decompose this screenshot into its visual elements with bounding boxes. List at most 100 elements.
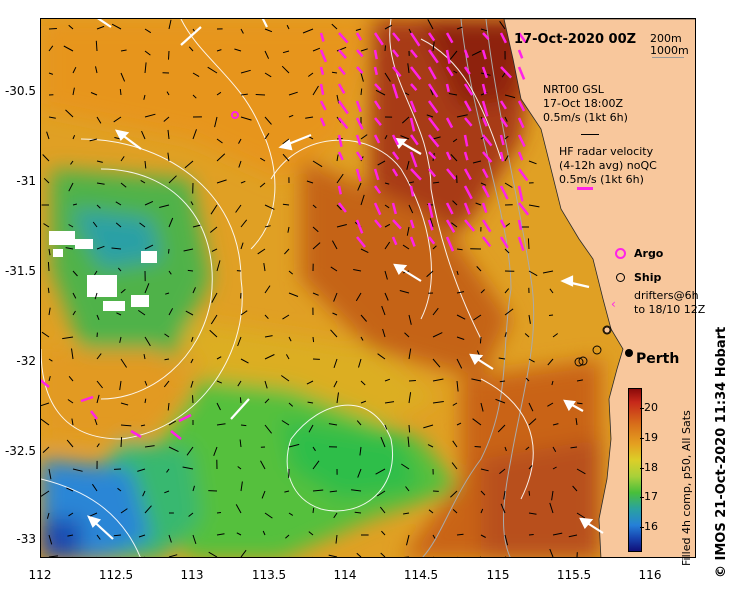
hf-vector [319, 117, 326, 127]
hf-vector [409, 32, 421, 47]
gsl-vector [72, 292, 77, 299]
gsl-vector [336, 224, 347, 228]
hf-vector [445, 219, 456, 233]
hf-vector [356, 49, 364, 58]
gsl-vector [576, 402, 583, 405]
gsl-vector [308, 72, 314, 77]
gsl-vector [68, 375, 74, 382]
gsl-vector [192, 556, 193, 557]
gsl-vector [404, 332, 410, 338]
gsl-vector [72, 468, 83, 472]
hf-vector [517, 117, 525, 129]
gsl-vector [94, 292, 98, 300]
gsl-vector [306, 380, 314, 385]
hf-vector [463, 100, 472, 112]
gsl-vector [237, 380, 242, 387]
gsl-vector [48, 555, 59, 557]
gsl-vector [384, 401, 395, 404]
gsl-vector [210, 314, 218, 325]
gsl-vector [187, 269, 194, 272]
gsl-vector [528, 270, 538, 277]
gsl-vector [547, 402, 554, 407]
bathymetry-contours [422, 19, 535, 557]
gsl-vector [120, 156, 125, 162]
gsl-vector [312, 160, 323, 168]
gsl-vector [474, 446, 482, 448]
gsl-vector [381, 530, 386, 536]
gsl-vector [312, 446, 316, 452]
hf-vector [373, 49, 378, 60]
hf-vector [464, 117, 473, 127]
gsl-vector [384, 223, 391, 228]
gsl-vector [528, 418, 537, 426]
gsl-vector [282, 50, 290, 54]
gsl-vector [192, 94, 197, 99]
gsl-vector [65, 247, 74, 250]
gsl-vector [264, 225, 271, 228]
hf-vector [445, 83, 450, 93]
hf-vector [445, 202, 454, 215]
gsl-vector [71, 418, 74, 426]
gsl-vector [328, 423, 338, 426]
gsl-vector [384, 241, 391, 250]
gsl-vector [240, 93, 248, 96]
gsl-vector [96, 353, 102, 360]
gsl-vector [504, 288, 510, 294]
x-tick: 114.5 [403, 568, 439, 582]
gsl-vector [432, 358, 441, 368]
gsl-legend-line: 0.5m/s (1kt 6h) [543, 111, 628, 124]
hf-legend-line: (4-12h avg) noQC [559, 159, 657, 172]
gsl-vector [48, 45, 54, 52]
gsl-vector [164, 490, 170, 494]
gsl-vector [480, 508, 484, 514]
gsl-vector [282, 314, 290, 320]
hf-vector [517, 151, 524, 161]
gsl-vector [119, 88, 122, 96]
gsl-vector [360, 336, 364, 341]
hf-vector [374, 83, 382, 91]
drifter-track [130, 429, 142, 439]
gsl-vector [399, 290, 410, 294]
hf-vector [355, 151, 364, 161]
gsl-vector [48, 28, 57, 30]
gsl-vector [402, 244, 410, 250]
gsl-legend-line: 17-Oct 18:00Z [543, 97, 624, 110]
gsl-vector [240, 358, 249, 364]
gsl-vector [119, 336, 122, 343]
hf-vector [373, 168, 380, 181]
sst-map[interactable]: ‹ [40, 18, 696, 558]
gsl-vector [120, 436, 123, 448]
gsl-vector [457, 556, 458, 557]
hf-vector [337, 134, 343, 148]
gsl-vector [377, 160, 386, 166]
hf-vector [481, 100, 489, 117]
map-title: 17-Oct-2020 00Z [514, 32, 637, 47]
gsl-vector [480, 289, 485, 294]
gsl-vector [312, 460, 320, 470]
hf-vector [337, 185, 343, 195]
hf-vector [428, 117, 440, 132]
gsl-vector [312, 226, 319, 233]
gsl-vector [406, 160, 410, 170]
gsl-vector [168, 19, 172, 30]
gsl-vector [548, 314, 554, 316]
gsl-vector [68, 224, 74, 228]
gsl-vector [288, 270, 294, 275]
gsl-vector [137, 468, 146, 472]
gsl-vector [43, 223, 50, 228]
gsl-vector [336, 173, 344, 184]
gsl-vector [480, 468, 489, 472]
gsl-vector [240, 28, 244, 34]
hf-vector [391, 151, 400, 160]
gsl-vector [207, 66, 218, 74]
gsl-vector [552, 446, 557, 452]
hf-vector [481, 83, 487, 95]
gsl-vector [216, 423, 226, 426]
hf-vector [427, 219, 434, 231]
y-tick: -32.5 [4, 444, 36, 458]
legend-hf-arrow [577, 187, 593, 190]
gsl-vector [453, 70, 458, 74]
gsl-vector [504, 116, 508, 122]
gsl-vector [380, 436, 386, 448]
hf-vector [409, 100, 417, 113]
